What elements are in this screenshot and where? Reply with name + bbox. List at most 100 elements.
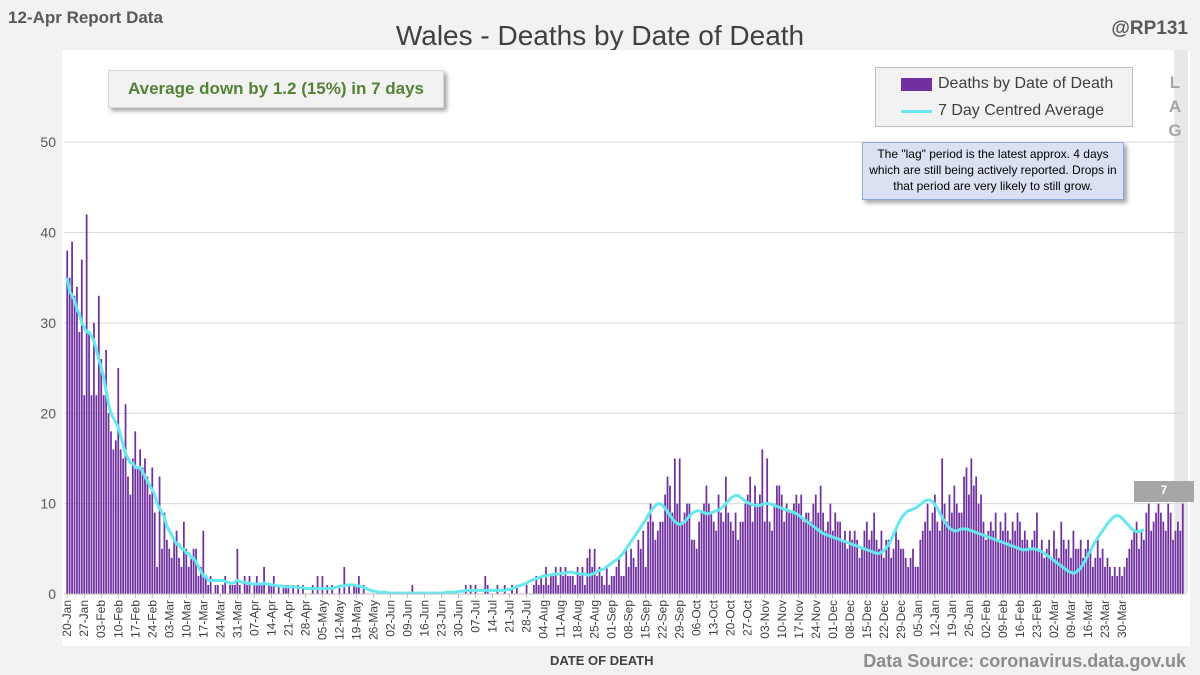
bar	[909, 557, 912, 594]
bar	[1135, 521, 1138, 594]
bar	[1055, 548, 1058, 594]
bar	[170, 557, 173, 594]
bar	[715, 530, 718, 594]
bar	[124, 404, 127, 594]
bar	[1147, 503, 1150, 594]
bar	[1160, 512, 1162, 594]
legend-bar-swatch	[901, 77, 932, 91]
bar	[793, 503, 795, 594]
x-tick-label: 28-Jul	[520, 600, 534, 633]
bar	[608, 584, 611, 594]
bar	[788, 512, 790, 594]
lag-note: The "lag" period is the latest approx. 4…	[862, 142, 1124, 200]
x-tick-label: 16-Jun	[417, 600, 431, 637]
bar	[564, 566, 567, 594]
x-tick-label: 10-Nov	[775, 600, 789, 639]
x-tick-label: 03-Mar	[162, 600, 176, 638]
bar	[581, 566, 584, 594]
bar	[297, 584, 299, 594]
bar	[960, 512, 963, 594]
bar	[343, 566, 346, 594]
bar	[977, 503, 980, 594]
bar	[829, 503, 832, 594]
bar	[627, 566, 630, 594]
bar	[80, 259, 83, 594]
bar	[890, 557, 893, 594]
bar	[892, 548, 895, 594]
y-tick-label: 50	[40, 134, 56, 150]
x-tick-label: 10-Mar	[179, 600, 193, 638]
bar	[622, 575, 625, 594]
bar	[615, 566, 618, 594]
bar	[637, 539, 640, 594]
x-tick-label: 21-Apr	[281, 600, 295, 636]
bar	[858, 557, 861, 594]
bar	[817, 512, 820, 594]
bar	[1152, 521, 1155, 594]
bar	[1164, 530, 1167, 594]
bar	[841, 539, 844, 594]
bar	[742, 521, 744, 594]
legend-item-deaths: Deaths by Date of Death	[876, 73, 1113, 95]
bar	[807, 512, 810, 594]
x-tick-label: 16-Mar	[1081, 600, 1095, 638]
x-tick-label: 29-Sep	[673, 600, 687, 639]
bar	[260, 584, 263, 594]
bar	[540, 575, 543, 594]
bar	[1101, 548, 1104, 594]
x-tick-label: 12-May	[332, 600, 346, 640]
bar	[78, 331, 81, 594]
bar	[231, 584, 234, 594]
bar	[153, 512, 156, 594]
bar	[912, 548, 914, 594]
bar	[1106, 557, 1109, 594]
bar	[856, 539, 858, 594]
x-tick-label: 02-Jun	[383, 600, 397, 637]
x-tick-label: 23-Jun	[435, 600, 449, 637]
legend-label-average: 7 Day Centred Average	[938, 102, 1105, 119]
bar	[66, 250, 69, 594]
bar	[968, 494, 970, 594]
bar	[1143, 539, 1145, 594]
bar	[550, 575, 552, 594]
bar	[1043, 557, 1046, 594]
x-tick-label: 01-Dec	[826, 600, 840, 639]
bar	[165, 539, 168, 594]
bar	[1113, 566, 1116, 594]
bar	[224, 575, 227, 594]
bar	[1109, 566, 1111, 594]
bar	[163, 512, 166, 594]
x-tick-label: 17-Nov	[792, 600, 806, 639]
bar	[1155, 512, 1157, 594]
bar	[936, 521, 939, 594]
bar	[686, 503, 688, 594]
bar	[238, 584, 241, 594]
bar	[134, 431, 137, 594]
chart-title: Wales - Deaths by Date of Death	[395, 20, 805, 51]
bar	[776, 485, 778, 594]
bar	[173, 539, 176, 594]
bar	[178, 557, 180, 594]
bar	[722, 521, 725, 594]
bar	[1094, 557, 1097, 594]
bar	[965, 467, 968, 594]
bar	[569, 575, 572, 594]
x-tick-label: 12-Jan	[928, 600, 942, 637]
bar	[868, 539, 871, 594]
bar	[1002, 530, 1004, 594]
bar	[812, 503, 815, 594]
bar	[929, 530, 931, 594]
bar	[625, 548, 628, 594]
bar	[958, 512, 961, 594]
x-tick-label: 31-Mar	[230, 600, 244, 638]
x-tick-label: 17-Mar	[196, 600, 210, 638]
bar	[751, 521, 754, 594]
bar	[557, 584, 560, 594]
bar	[277, 584, 280, 594]
x-tick-label: 23-Mar	[1098, 600, 1112, 638]
y-tick-label: 30	[40, 315, 56, 331]
bar	[1167, 503, 1170, 594]
bar	[982, 521, 985, 594]
bar	[263, 566, 265, 594]
bar	[639, 548, 642, 594]
